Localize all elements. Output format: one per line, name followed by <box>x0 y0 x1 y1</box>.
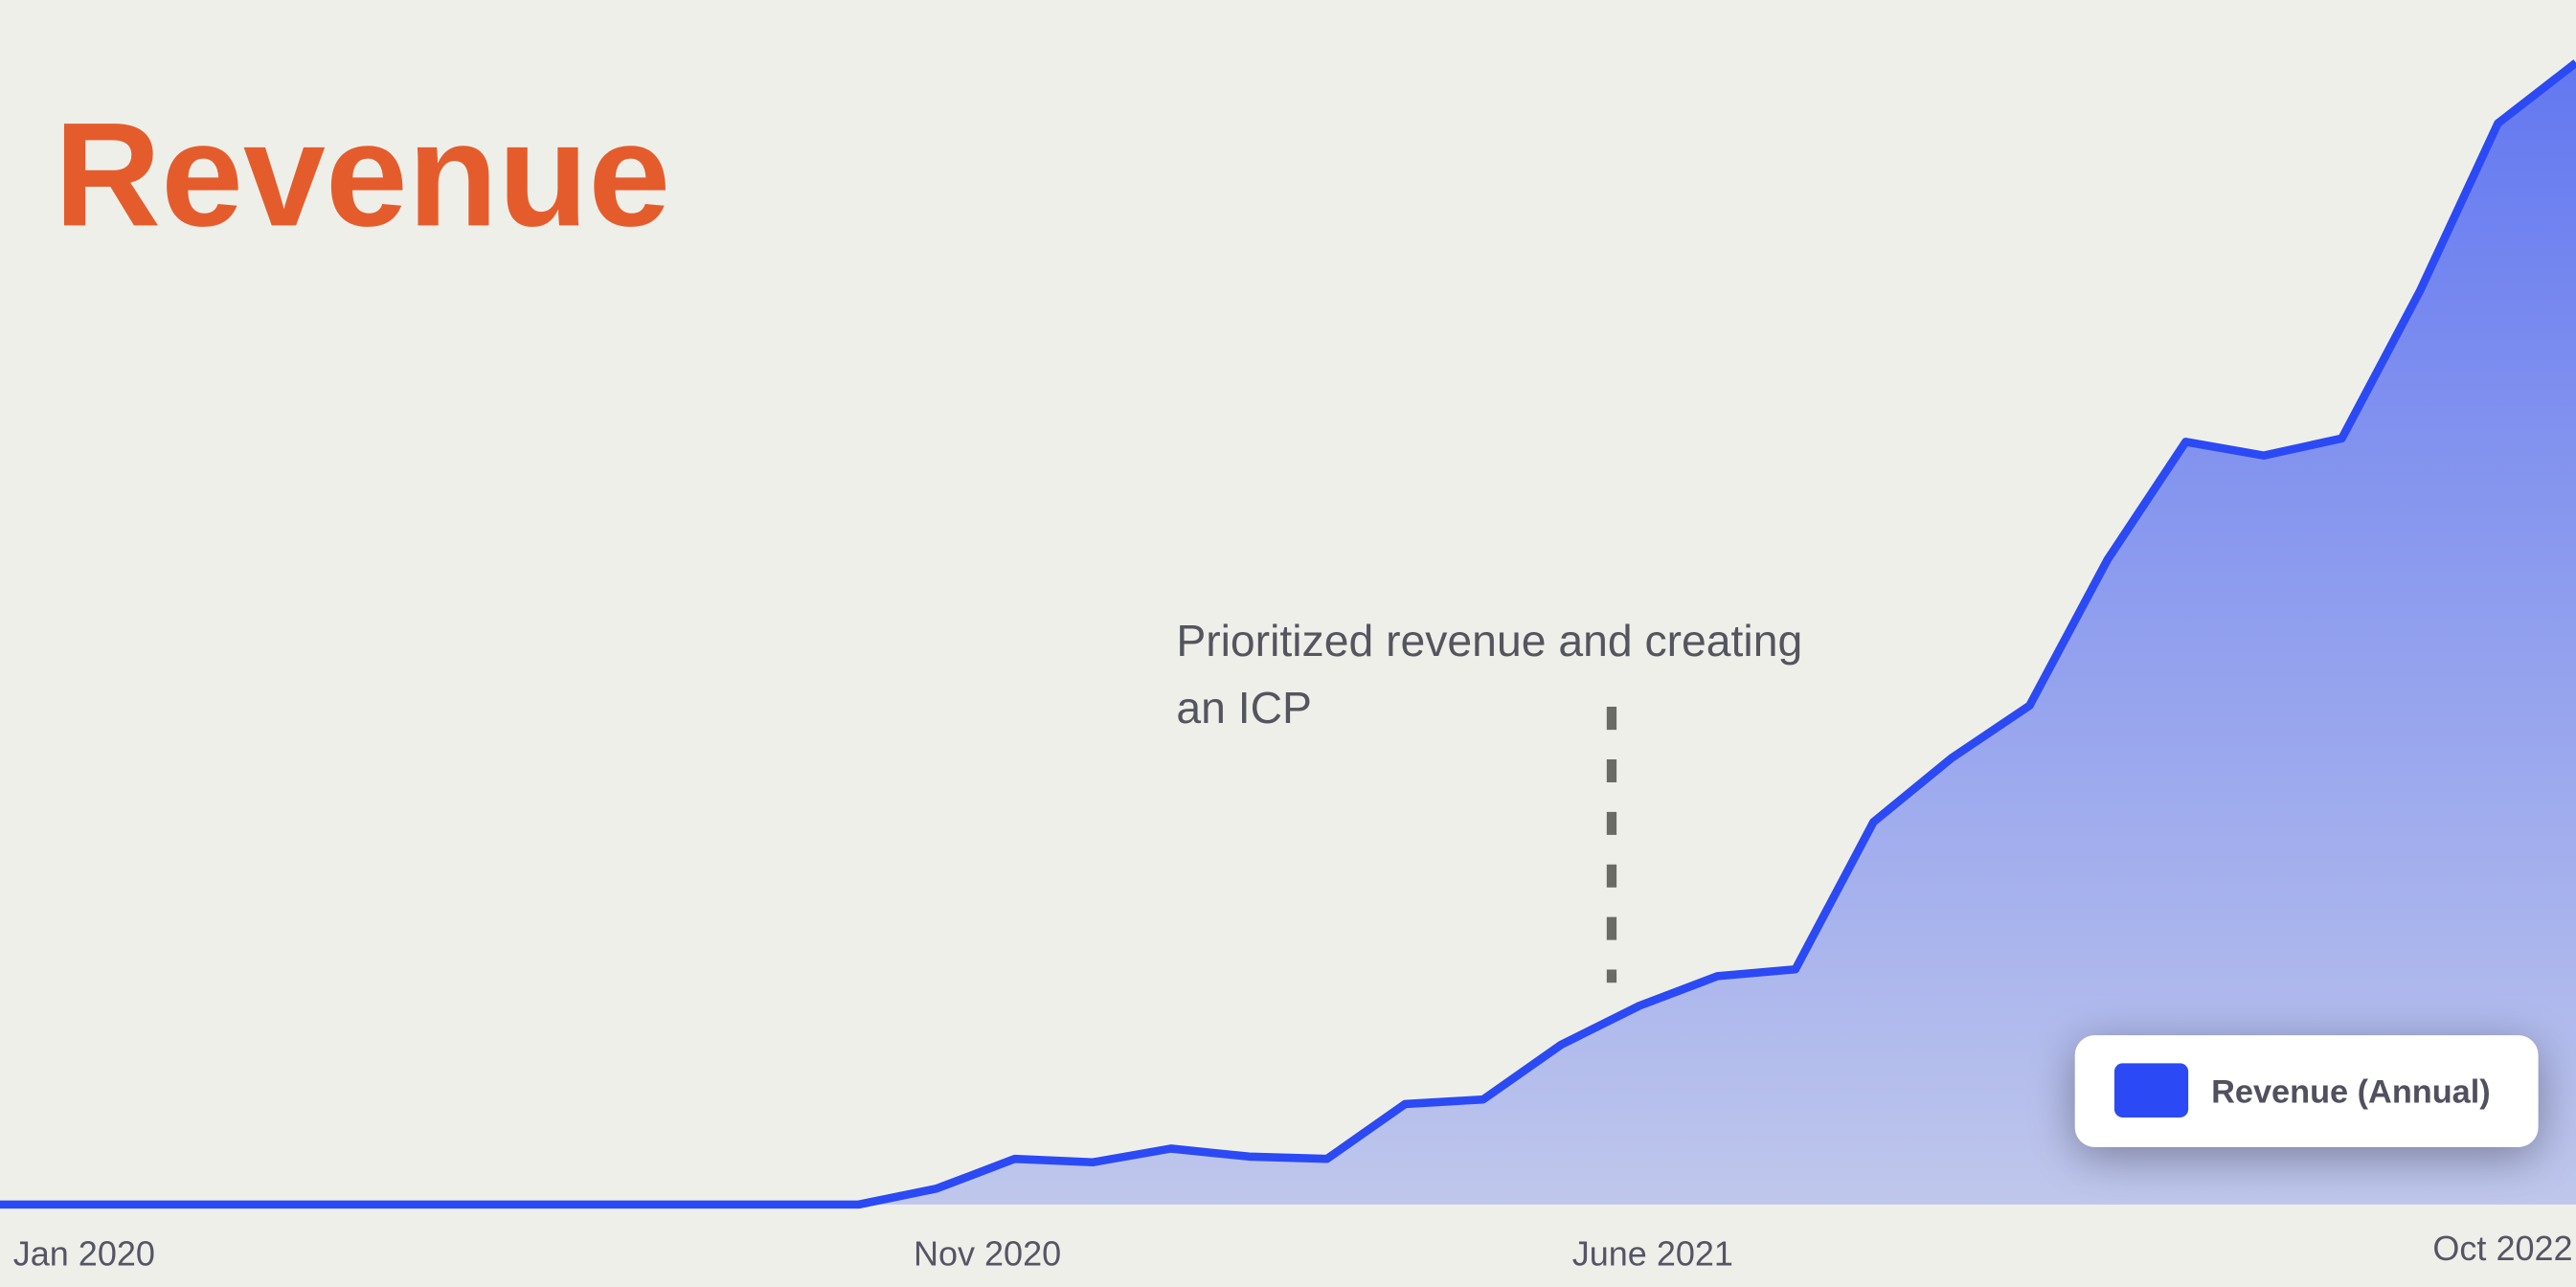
revenue-area <box>0 62 2576 1205</box>
chart-title: Revenue <box>55 91 671 257</box>
x-tick-label: Oct 2022 <box>2432 1229 2572 1268</box>
revenue-line <box>0 59 2576 1209</box>
legend: Revenue (Annual) <box>2074 1035 2539 1147</box>
x-tick-label: June 2021 <box>1572 1233 1733 1273</box>
legend-label: Revenue (Annual) <box>2211 1073 2491 1110</box>
x-tick-label: Jan 2020 <box>13 1233 155 1273</box>
annotation-text-line2: an ICP <box>1176 683 1312 733</box>
annotation-text-line1: Prioritized revenue and creating <box>1176 616 1802 666</box>
legend-box <box>2074 1035 2539 1147</box>
legend-swatch <box>2113 1063 2189 1118</box>
x-tick-label: Nov 2020 <box>914 1233 1061 1273</box>
